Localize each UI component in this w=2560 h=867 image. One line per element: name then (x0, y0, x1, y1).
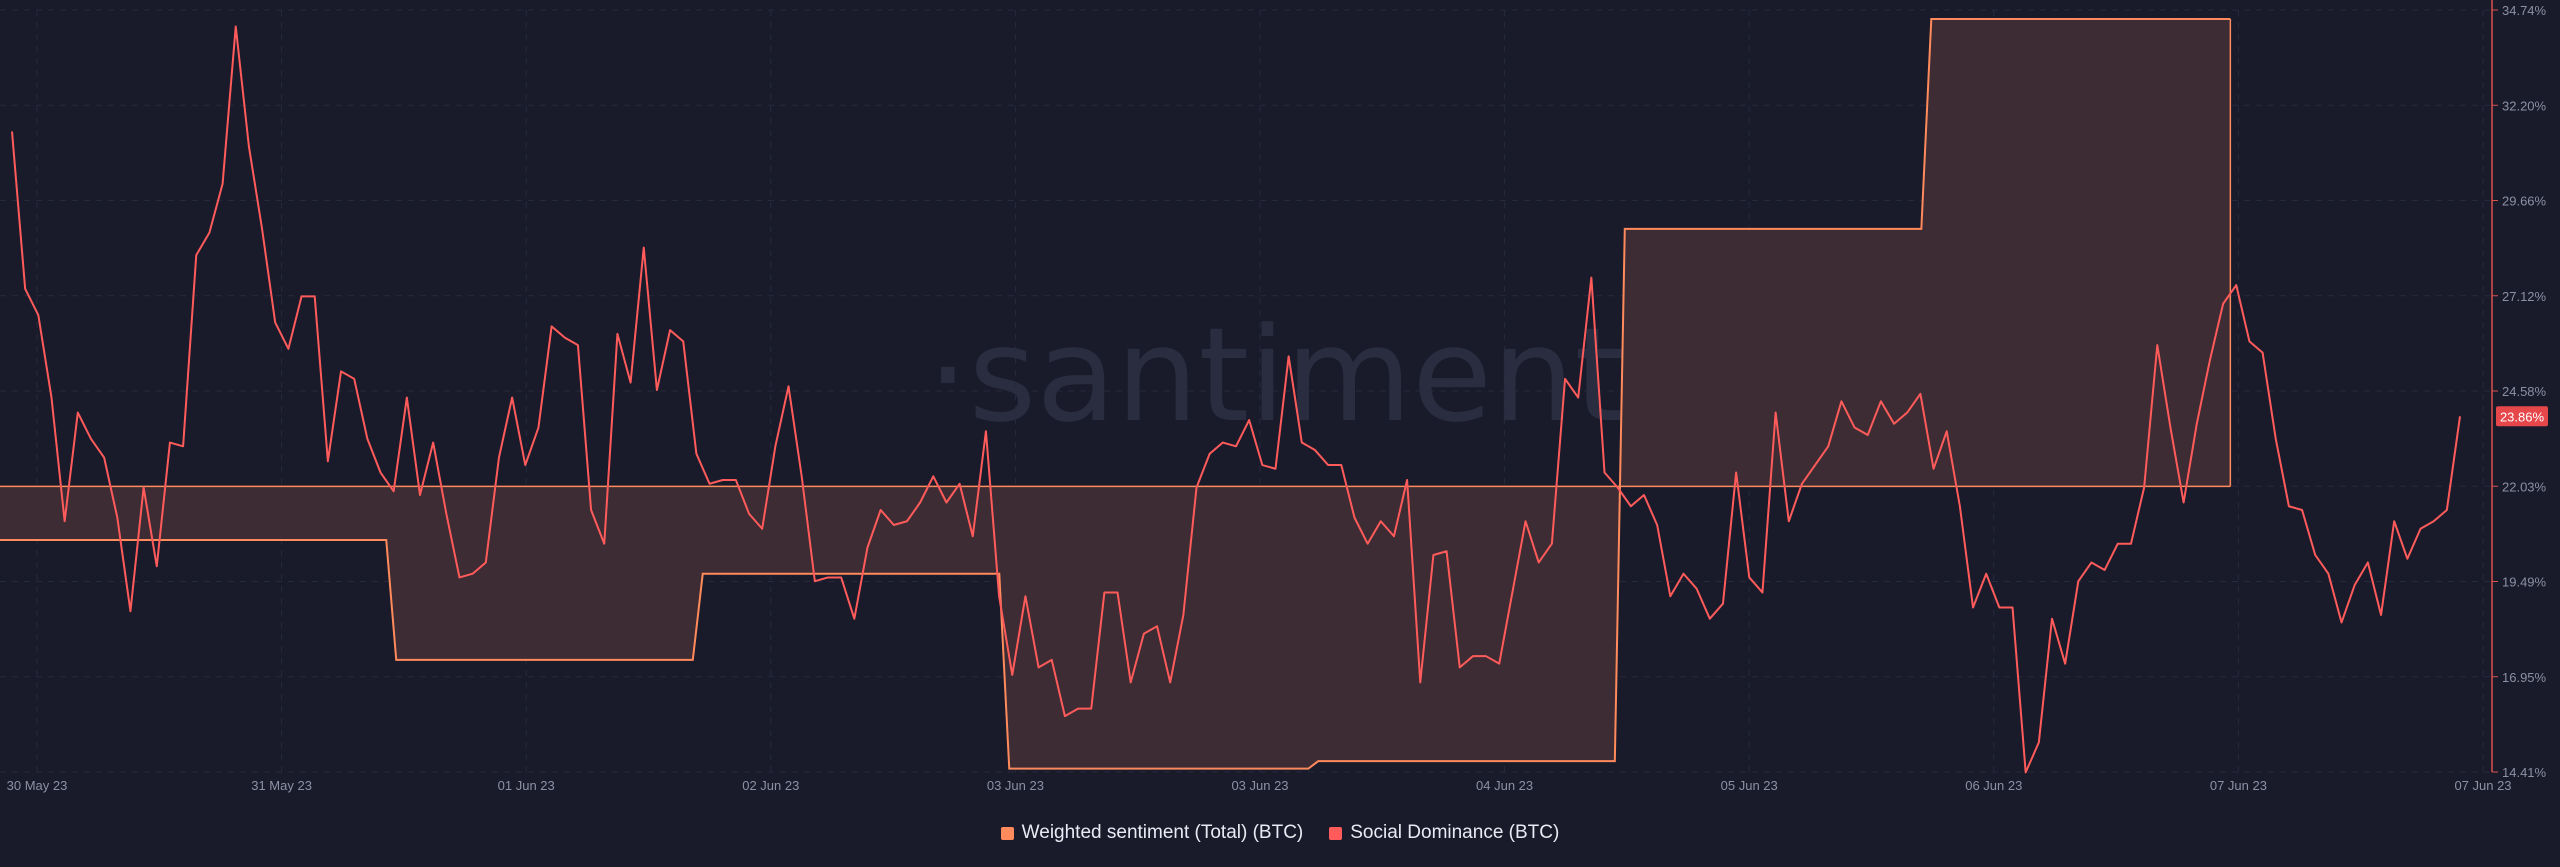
legend-label-weighted-sentiment: Weighted sentiment (Total) (BTC) (1021, 822, 1304, 843)
y-tick-label: 24.58% (2502, 384, 2547, 399)
y-tick-label: 19.49% (2502, 575, 2547, 590)
watermark-text: ·santiment· (927, 299, 1667, 451)
legend-item-social-dominance[interactable]: Social Dominance (BTC) (1329, 822, 1559, 844)
legend-label-social-dominance: Social Dominance (BTC) (1350, 822, 1560, 843)
x-tick-label: 05 Jun 23 (1721, 778, 1778, 793)
x-tick-label: 02 Jun 23 (742, 778, 799, 793)
x-tick-label: 30 May 23 (7, 778, 68, 793)
x-tick-label: 06 Jun 23 (1965, 778, 2022, 793)
y-tick-label: 14.41% (2502, 765, 2547, 780)
y-tick-label: 22.03% (2502, 479, 2547, 494)
sentiment-series (0, 17, 2232, 770)
sentiment-line (0, 17, 2231, 770)
x-tick-label: 31 May 23 (251, 778, 312, 793)
legend-item-weighted-sentiment[interactable]: Weighted sentiment (Total) (BTC) (1000, 822, 1304, 844)
x-axis: 30 May 23 31 May 23 01 Jun 23 02 Jun 23 03 J… (7, 778, 2512, 793)
x-tick-label: 03 Jun 23 (1231, 778, 1288, 793)
y-tick-label: 34.74% (2502, 3, 2547, 18)
x-tick-label: 07 Jun 23 (2454, 778, 2511, 793)
legend: Weighted sentiment (Total) (BTC) Social … (0, 822, 2560, 844)
legend-swatch-social-dominance (1329, 826, 1343, 840)
chart-svg: ·santiment· 34.74% 32.20% 29.66% 27.12% 24.5… (0, 0, 2548, 793)
x-tick-label: 07 Jun 23 (2210, 778, 2267, 793)
x-tick-label: 04 Jun 23 (1476, 778, 1533, 793)
y-tick-label: 16.95% (2502, 670, 2547, 685)
dominance-series (11, 25, 2461, 774)
current-value-label: 23.86% (2500, 409, 2545, 424)
current-value-badge (2496, 406, 2548, 427)
legend-swatch-weighted-sentiment (1000, 826, 1014, 840)
y-axis: 34.74% 32.20% 29.66% 27.12% 24.58% 22.03% 19.4… (2491, 0, 2548, 780)
y-tick-label: 29.66% (2502, 194, 2547, 209)
y-tick-label: 32.20% (2502, 98, 2547, 113)
x-tick-label: 03 Jun 23 (987, 778, 1044, 793)
x-tick-label: 01 Jun 23 (498, 778, 555, 793)
dominance-line (11, 25, 2461, 774)
y-tick-label: 27.12% (2502, 289, 2547, 304)
sentiment-area (0, 18, 2231, 769)
